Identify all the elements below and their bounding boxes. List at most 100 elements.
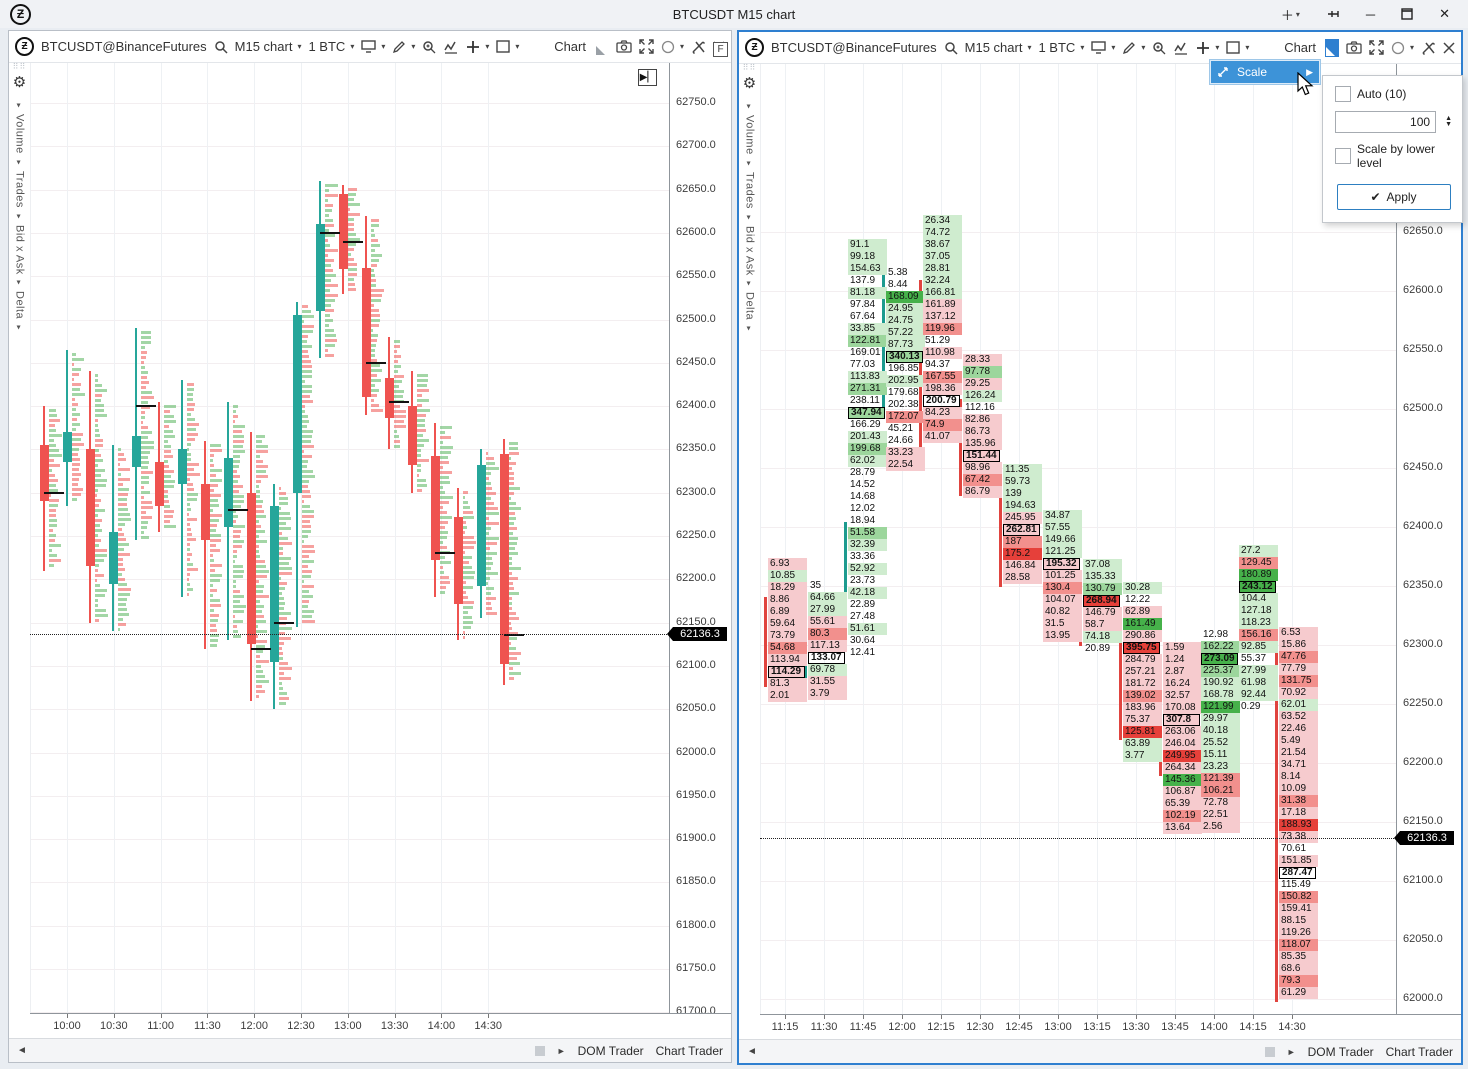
tab-dom-trader[interactable]: DOM Trader	[1307, 1044, 1374, 1059]
panel-link-marker-active[interactable]	[1324, 38, 1339, 57]
spinner-down-icon[interactable]: ▼	[1445, 121, 1452, 128]
volume-profile-bar	[509, 667, 513, 670]
settings-tools-icon[interactable]	[1421, 41, 1436, 55]
zoom-icon[interactable]	[422, 40, 436, 54]
expand-arrow-icon[interactable]: ▸	[14, 103, 24, 108]
spinner-icons[interactable]: ▲ ▼	[1445, 115, 1452, 128]
volume-profile-bar	[233, 474, 240, 478]
indicators-icon[interactable]	[443, 40, 459, 54]
apply-button[interactable]: ✔ Apply	[1336, 184, 1451, 210]
status-circle-selector[interactable]: ▾	[661, 40, 684, 54]
spinner-up-icon[interactable]: ▲	[1445, 115, 1452, 122]
price-axis-left[interactable]: F 62750.0 62700.0 62650.0 62600.0 62550.0 625…	[667, 42, 731, 1017]
volume-profile-bar	[49, 424, 55, 428]
gear-icon[interactable]: ⚙	[12, 74, 27, 91]
pin-icon[interactable]	[1326, 7, 1340, 21]
scroll-right-icon[interactable]: ►	[556, 1045, 566, 1056]
close-panel-icon[interactable]	[1443, 41, 1455, 54]
expand-arrow-icon[interactable]: ▸	[14, 214, 24, 219]
gear-icon[interactable]: ⚙	[742, 75, 757, 92]
sidebar-item-bidxask[interactable]: Bid x Ask	[13, 224, 26, 275]
sidebar-item-delta[interactable]: Delta	[13, 291, 26, 320]
footprint-cell: 55.61	[808, 616, 847, 628]
sidebar-item-volume[interactable]: Volume	[743, 115, 756, 155]
expand-arrow-icon[interactable]: ▸	[744, 326, 754, 331]
tab-chart-trader[interactable]: Chart Trader	[1385, 1044, 1453, 1059]
expand-arrow-icon[interactable]: ▸	[744, 215, 754, 220]
timeframe-selector[interactable]: M15 chart ▾	[234, 39, 302, 54]
scroll-right-icon[interactable]: ►	[1286, 1046, 1296, 1057]
menu-item-scale[interactable]: Scale ▶	[1211, 61, 1319, 83]
scale-value-input[interactable]: 100	[1335, 111, 1437, 133]
auto-scale-row[interactable]: Auto (10)	[1335, 86, 1452, 102]
auto-checkbox[interactable]	[1335, 86, 1351, 102]
search-icon[interactable]	[214, 40, 228, 54]
axis-tick	[980, 1015, 981, 1019]
volume-selector[interactable]: 1 BTC ▾	[1038, 40, 1085, 55]
scroll-left-icon[interactable]: ◄	[17, 1045, 27, 1056]
sidebar-item-volume[interactable]: Volume	[13, 114, 26, 154]
indicators-icon[interactable]	[1173, 41, 1189, 55]
sidebar-item-delta[interactable]: Delta	[743, 292, 756, 321]
candlestick-chart-plot[interactable]: ▶▏	[30, 63, 669, 1013]
scrollbar-thumb[interactable]	[1264, 1046, 1275, 1057]
chart-type-selector[interactable]: ▾	[361, 40, 385, 53]
volume-profile-bar	[233, 444, 243, 448]
chart-mode-label[interactable]: Chart	[1284, 40, 1316, 55]
drag-grip-icon[interactable]: ⠿⠿	[12, 62, 27, 71]
fullscreen-icon[interactable]	[639, 39, 654, 54]
fix-scale-button[interactable]: F	[713, 42, 728, 57]
sidebar-item-trades[interactable]: Trades	[13, 170, 26, 208]
expand-arrow-icon[interactable]: ▸	[744, 161, 754, 166]
search-icon[interactable]	[944, 41, 958, 55]
drawing-tools-selector[interactable]: ▾	[1122, 41, 1145, 55]
layout-selector[interactable]: ▾	[1226, 41, 1249, 54]
expand-arrow-icon[interactable]: ▸	[14, 325, 24, 330]
scrollbar-thumb[interactable]	[534, 1045, 545, 1056]
sidebar-item-bidxask[interactable]: Bid x Ask	[743, 225, 756, 276]
close-window-button[interactable]: ✕	[1439, 6, 1450, 21]
expand-arrow-icon[interactable]: ▸	[744, 104, 754, 109]
volume-profile-bar	[463, 576, 475, 580]
v-gridline	[160, 63, 162, 1013]
chart-mode-label[interactable]: Chart	[554, 39, 586, 54]
add-indicator-selector[interactable]: ▾	[466, 40, 489, 54]
maximize-button[interactable]	[1401, 8, 1413, 20]
close-price-dash	[366, 361, 386, 364]
time-axis-left[interactable]: 10:00 10:30 11:00 11:30 12:00 12:30 13:00 13:30…	[30, 1013, 731, 1039]
status-circle-selector[interactable]: ▾	[1391, 41, 1414, 55]
instrument-name[interactable]: BTCUSDT@BinanceFutures	[771, 40, 937, 55]
screenshot-icon[interactable]	[616, 40, 632, 53]
volume-selector[interactable]: 1 BTC ▾	[308, 39, 355, 54]
minimize-button[interactable]: ─	[1365, 6, 1376, 22]
tab-dom-trader[interactable]: DOM Trader	[577, 1043, 644, 1058]
scroll-left-icon[interactable]: ◄	[747, 1046, 757, 1057]
volume-profile-bar	[118, 513, 130, 517]
drawing-tools-selector[interactable]: ▾	[392, 40, 415, 54]
drag-grip-icon[interactable]: ⠿⠿	[742, 63, 757, 72]
add-indicator-selector[interactable]: ▾	[1196, 41, 1219, 55]
axis-tick	[301, 1014, 302, 1018]
fullscreen-icon[interactable]	[1369, 40, 1384, 55]
expand-arrow-icon[interactable]: ▸	[14, 160, 24, 165]
instrument-name[interactable]: BTCUSDT@BinanceFutures	[41, 39, 207, 54]
expand-arrow-icon[interactable]: ▸	[744, 281, 754, 286]
sidebar-item-trades[interactable]: Trades	[743, 171, 756, 209]
volume-profile-bar	[256, 450, 269, 454]
lower-level-row[interactable]: Scale by lower level	[1335, 142, 1452, 170]
layout-selector[interactable]: ▾	[496, 40, 519, 53]
tab-chart-trader[interactable]: Chart Trader	[655, 1043, 723, 1058]
timeframe-selector[interactable]: M15 chart ▾	[964, 40, 1032, 55]
lower-level-checkbox[interactable]	[1335, 148, 1351, 164]
chart-type-selector[interactable]: ▾	[1091, 41, 1115, 54]
add-window-button[interactable]: ＋ ▾	[1280, 7, 1300, 23]
settings-tools-icon[interactable]	[691, 40, 706, 54]
footprint-chart-plot[interactable]: 6.93 10.85 18.29 8.86 6.89 59.64 73.79 54.68 113…	[760, 64, 1396, 1014]
expand-arrow-icon[interactable]: ▸	[14, 280, 24, 285]
time-axis-right[interactable]: 11:15 11:30 11:45 12:00 12:15 12:30 12:45 13:00…	[760, 1014, 1461, 1040]
footprint-cell: 238.11	[850, 395, 880, 406]
goto-latest-button[interactable]: ▶▏	[638, 69, 657, 86]
screenshot-icon[interactable]	[1346, 41, 1362, 54]
zoom-icon[interactable]	[1152, 41, 1166, 55]
panel-link-marker[interactable]	[595, 38, 609, 56]
